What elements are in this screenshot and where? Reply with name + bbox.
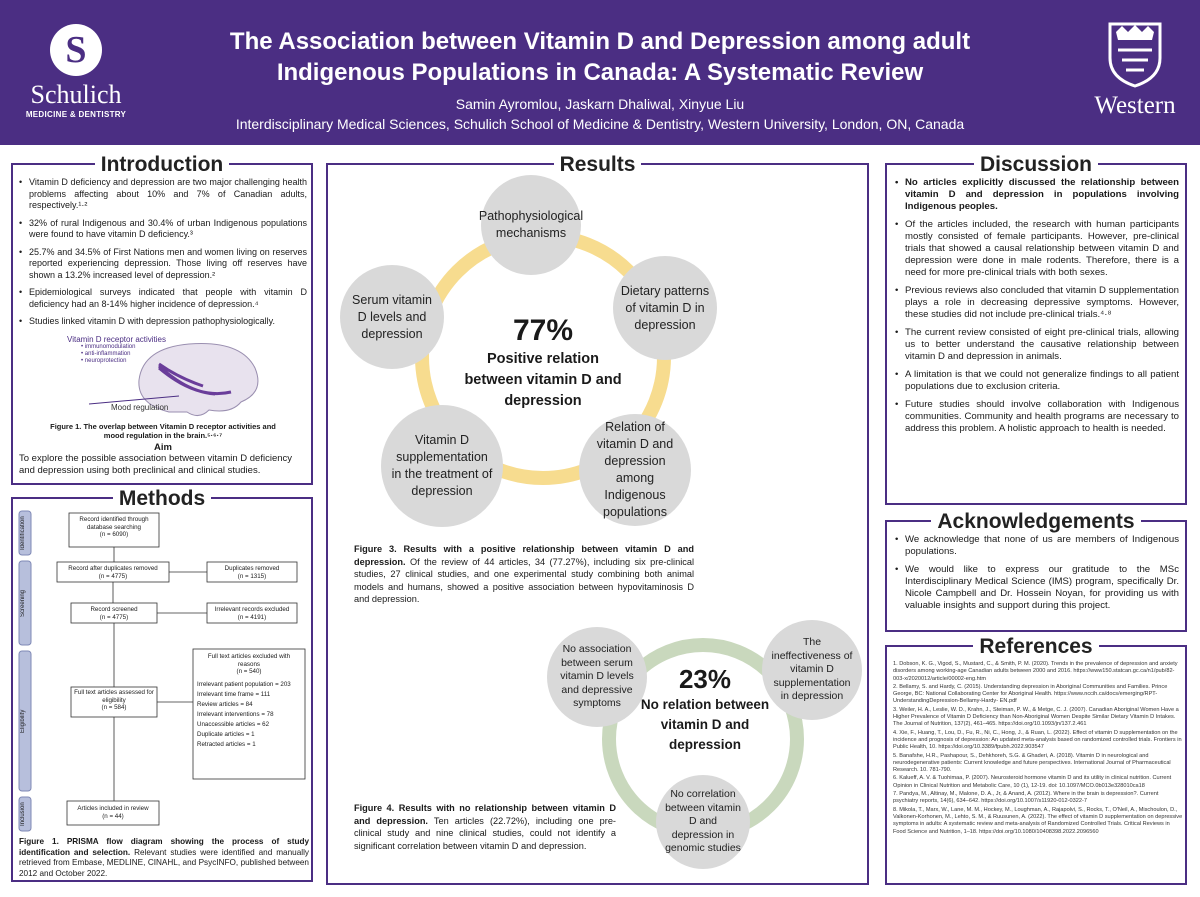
poster-header: S Schulich MEDICINE & DENTISTRY The Asso… [0, 0, 1200, 145]
acknowledgements-bullets: We acknowledge that none of us are membe… [895, 534, 1179, 612]
aim-title: Aim [154, 441, 172, 453]
introduction-panel: Introduction Vitamin D deficiency and de… [11, 153, 313, 485]
bubble-no-association: No association between serum vitamin D l… [547, 627, 647, 727]
acknowledgements-panel: Acknowledgements We acknowledge that non… [885, 510, 1187, 632]
acknowledgement-bullet-item: We would like to express our gratitude t… [895, 564, 1179, 612]
figure2-caption: Figure 1. PRISMA flow diagram showing th… [19, 837, 309, 878]
exclusion-reason: Irrelevant patient population = 203 [197, 680, 291, 688]
reference-item: 4. Xie, F., Huang, T., Lou, D., Fu, R., … [893, 729, 1182, 751]
discussion-bullet-item: The current review consisted of eight pr… [895, 327, 1179, 363]
results-title: Results [553, 153, 642, 176]
bubble-dietary-patterns: Dietary patterns of vitamin D in depress… [613, 256, 717, 360]
western-logo-name: Western [1094, 92, 1176, 119]
references-list: 1. Dobson, K. G., Vigod, S., Mustard, C.… [893, 661, 1183, 837]
figure4-caption: Figure 4. Results with no relationship b… [354, 803, 616, 851]
prisma-box-identified: Record identified through database searc… [79, 516, 149, 538]
bubble-supplementation: Vitamin D supplementation in the treatme… [381, 405, 503, 527]
western-crest-icon [1106, 20, 1164, 88]
prisma-stage-screening: Screening [20, 589, 26, 617]
poster-title: The Association between Vitamin D and De… [229, 28, 971, 86]
no-relation-center: 23% No relation between vitamin D and de… [640, 664, 770, 752]
figure1-caption: Figure 1. The overlap between Vitamin D … [50, 421, 276, 440]
figure-label-mood: Mood regulation [111, 402, 169, 412]
bubble-serum-levels: Serum vitamin D levels and depression [340, 265, 444, 369]
reference-item: 6. Kalueff, A. V. & Tuohimaa, P. (2007).… [893, 775, 1172, 789]
western-logo: Western [1085, 20, 1185, 120]
acknowledgement-bullet-item: We acknowledge that none of us are membe… [895, 534, 1179, 558]
discussion-bullet-item: Future studies should involve collaborat… [895, 399, 1179, 435]
discussion-bullet-item: A limitation is that we could not genera… [895, 369, 1179, 393]
positive-relation-center: 77% Positive relation between vitamin D … [464, 314, 622, 409]
schulich-emblem-icon: S [50, 24, 102, 76]
reference-item: 5. Banafshe, H.R., Pashapour, S., Dehkho… [893, 752, 1171, 774]
bubble-indigenous-relation: Relation of vitamin D and depression amo… [579, 414, 691, 526]
acknowledgements-title: Acknowledgements [931, 510, 1141, 533]
schulich-logo: S Schulich MEDICINE & DENTISTRY [20, 18, 132, 133]
prisma-box-after-duplicates: Record after duplicates removed (n = 4775… [68, 565, 158, 580]
author-affiliation: Interdisciplinary Medical Sciences, Schu… [235, 116, 965, 132]
discussion-bullet-item: Of the articles included, the research w… [895, 219, 1179, 279]
reference-item: 1. Dobson, K. G., Vigod, S., Mustard, C.… [893, 661, 1178, 682]
exclusion-reason: Unaccessible articles = 62 [197, 720, 270, 728]
exclusion-reason: Retracted articles = 1 [197, 740, 256, 748]
bubble-ineffective-supplementation: The ineffectiveness of vitamin D supplem… [762, 620, 862, 720]
methods-title: Methods [112, 487, 212, 510]
figure-receptor-items: • immunomodulation • anti-inflammation • n… [81, 344, 135, 365]
prisma-diagram: Identification Screening Eligibility Inc… [17, 509, 309, 834]
references-panel: References 1. Dobson, K. G., Vigod, S., … [885, 635, 1187, 885]
aim-text: To explore the possible association betw… [19, 453, 293, 476]
references-title: References [973, 635, 1099, 658]
introduction-bullet-item: Vitamin D deficiency and depression are … [19, 177, 307, 212]
introduction-bullet-item: Epidemiological surveys indicated that p… [19, 287, 307, 310]
prisma-box-excluded: Full text articles excluded with reasons… [197, 653, 301, 750]
prisma-box-fulltext: Full text articles assessed for eligibil… [74, 689, 154, 711]
prisma-stage-inclusion: Inclusion [20, 802, 26, 826]
discussion-bullet-item: Previous reviews also concluded that vit… [895, 285, 1179, 321]
methods-panel: Methods Identification Screening [11, 487, 313, 882]
prisma-stage-eligibility: Eligibility [20, 709, 26, 733]
reference-item: 2. Bellamy, S. and Hardy, C. (2015). Und… [893, 683, 1168, 705]
introduction-bullet-item: 32% of rural Indigenous and 30.4% of urb… [19, 218, 307, 241]
introduction-title: Introduction [94, 153, 230, 176]
introduction-bullet-item: Studies linked vitamin D with depression… [19, 316, 307, 328]
introduction-bullet-item: 25.7% and 34.5% of First Nations men and… [19, 247, 307, 282]
prisma-box-included: Articles included in review (n = 44) [77, 805, 149, 820]
prisma-box-duplicates: Duplicates removed (n = 1315) [224, 565, 280, 580]
exclusion-reason: Review articles = 84 [197, 700, 253, 708]
exclusion-reason: Irrelevant time frame = 111 [197, 690, 271, 698]
exclusion-reason: Duplicate articles = 1 [197, 730, 255, 738]
schulich-logo-name: Schulich [30, 80, 122, 109]
discussion-title: Discussion [973, 153, 1099, 176]
author-names: Samin Ayromlou, Jaskarn Dhaliwal, Xinyue… [455, 96, 745, 112]
reference-item: 7. Pandya, M., Altinay, M., Malone, D. A… [893, 791, 1159, 805]
introduction-bullets: Vitamin D deficiency and depression are … [19, 177, 307, 328]
reference-item: 8. Mikola, T., Marx, W., Lane, M. M., Ho… [893, 806, 1183, 835]
discussion-panel: Discussion No articles explicitly discus… [885, 153, 1187, 505]
exclusion-reason: Irrelevant interventions = 78 [197, 710, 274, 718]
figure-receptor-item: • immunomodulation [81, 343, 136, 350]
figure-receptor-item: • neuroprotection [81, 357, 127, 364]
prisma-box-screened: Record screened (n = 4775) [90, 606, 138, 621]
figure3-caption: Figure 3. Results with a positive relati… [354, 544, 694, 604]
results-panel: Results 77% Positive relation between vi… [326, 153, 869, 885]
figure-label-receptor: Vitamin D receptor activities [67, 334, 166, 344]
discussion-bullets: No articles explicitly discussed the rel… [895, 177, 1179, 435]
prisma-stage-identification: Identification [20, 516, 26, 550]
reference-item: 3. Weiler, H. A., Leslie, W. D., Krahn, … [893, 706, 1179, 728]
bubble-no-correlation-genomic: No correlation between vitamin D and dep… [656, 775, 750, 869]
schulich-logo-sub: MEDICINE & DENTISTRY [25, 110, 127, 119]
prisma-box-irrelevant: Irrelevant records excluded (n = 4191) [214, 606, 290, 621]
brain-figure: Vitamin D receptor activities • immunomo… [19, 334, 307, 422]
discussion-bullet-item: No articles explicitly discussed the rel… [895, 177, 1179, 213]
bubble-pathophysiological: Pathophysiological mechanisms [479, 175, 583, 275]
figure-receptor-item: • anti-inflammation [81, 350, 131, 357]
poster-authors: Samin Ayromlou, Jaskarn Dhaliwal, Xinyue… [150, 94, 1050, 134]
